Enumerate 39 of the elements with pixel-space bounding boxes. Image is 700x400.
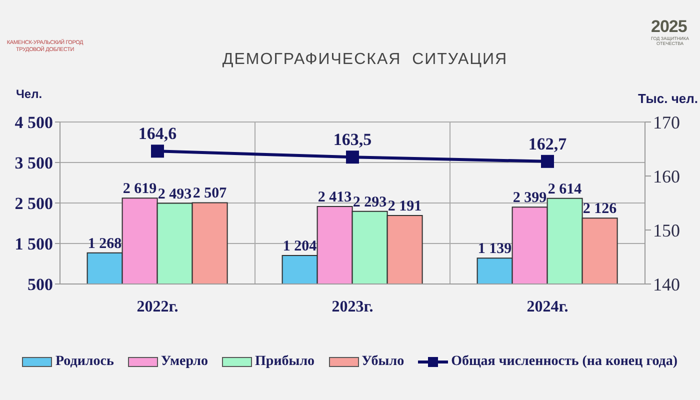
- chart-title: ДЕМОГРАФИЧЕСКАЯ СИТУАЦИЯ: [222, 51, 508, 68]
- data-label: 1 139: [478, 241, 512, 258]
- data-label: 2 293: [352, 194, 387, 210]
- y2-tick-label: 140: [653, 274, 680, 294]
- legend-label: Умерло: [160, 354, 208, 370]
- y-axis-title: Чел.: [16, 87, 42, 101]
- data-label: 2 399: [512, 190, 547, 206]
- y2-axis-title: Тыс. чел.: [638, 91, 698, 106]
- data-label: 1 204: [282, 238, 318, 254]
- data-label: 2 493: [158, 186, 192, 202]
- legend-label: Общая численность (на конец года): [451, 354, 678, 370]
- data-label: 164,6: [138, 124, 177, 144]
- y2-tick-label: 160: [653, 166, 680, 186]
- point: [346, 150, 359, 164]
- legend-label: Родилось: [55, 354, 114, 370]
- data-label: 2 126: [582, 201, 618, 218]
- x-tick-label: 2022г.: [136, 298, 178, 316]
- x-tick-label: 2023г.: [332, 298, 374, 316]
- point: [151, 144, 164, 158]
- data-label: 2 619: [122, 181, 157, 198]
- data-label: 2 507: [192, 186, 228, 202]
- text: 2025: [651, 17, 687, 36]
- data-label: 1 268: [88, 236, 122, 252]
- data-label: 162,7: [528, 134, 568, 154]
- legend-label: Убыло: [362, 354, 404, 370]
- y2-tick-label: 150: [653, 220, 680, 240]
- data-label: 163,5: [333, 130, 372, 150]
- legend-label: Прибыло: [255, 354, 315, 370]
- data-label: 2 614: [548, 181, 582, 198]
- point: [541, 154, 554, 168]
- y-tick-label: 2 500: [14, 194, 53, 214]
- y-tick-label: 1 500: [14, 234, 53, 254]
- y-tick-label: 500: [28, 275, 53, 294]
- x-tick-label: 2024г.: [526, 298, 568, 316]
- y-tick-label: 3 500: [14, 154, 53, 173]
- data-label: 2 413: [318, 190, 352, 206]
- y2-tick-label: 170: [653, 112, 680, 132]
- y-tick-label: 4 500: [14, 113, 53, 132]
- data-label: 2 191: [388, 198, 422, 215]
